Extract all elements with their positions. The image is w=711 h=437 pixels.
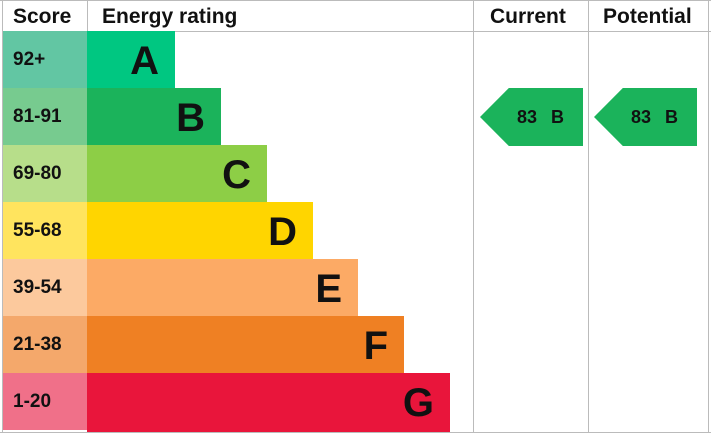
rating-bar-a: A (87, 31, 175, 88)
header-score: Score (13, 5, 72, 28)
potential-value: 83 (630, 107, 651, 127)
current-rating-arrow: 83 B (480, 88, 583, 146)
score-band-g: 1-20 (3, 373, 87, 430)
potential-rating-arrow: 83 B (594, 88, 697, 146)
header-potential: Potential (603, 5, 692, 28)
score-divider (87, 0, 88, 31)
score-band-c: 69-80 (3, 145, 87, 202)
header-current: Current (490, 5, 566, 28)
header-energy-rating: Energy rating (102, 5, 238, 28)
potential-letter: B (665, 107, 678, 127)
current-letter: B (551, 107, 564, 127)
rating-bar-c: C (87, 145, 267, 202)
score-band-f: 21-38 (3, 316, 87, 373)
right-border (708, 0, 709, 433)
current-divider (473, 0, 474, 433)
score-band-a: 92+ (3, 31, 87, 88)
left-border (2, 0, 3, 433)
header-divider (87, 31, 711, 32)
potential-divider (588, 0, 589, 433)
score-band-b: 81-91 (3, 88, 87, 145)
score-band-e: 39-54 (3, 259, 87, 316)
rating-bar-g: G (87, 373, 450, 432)
current-value: 83 (516, 107, 537, 127)
rating-bar-e: E (87, 259, 358, 316)
bottom-border (0, 432, 711, 433)
rating-bar-b: B (87, 88, 221, 145)
score-band-d: 55-68 (3, 202, 87, 259)
top-border (0, 0, 711, 1)
rating-bar-f: F (87, 316, 404, 373)
rating-bar-d: D (87, 202, 313, 259)
